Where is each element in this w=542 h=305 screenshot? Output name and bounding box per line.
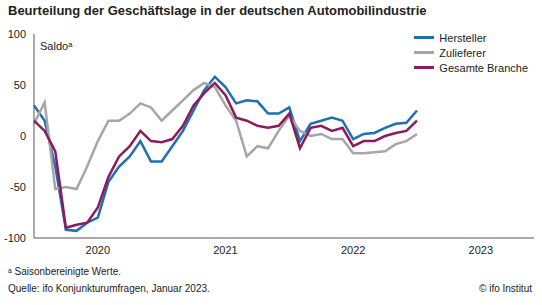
html-text:ᵃ Saisonbereinigte Werte.: ᵃ Saisonbereinigte Werte. — [8, 266, 121, 277]
html-text:Saldoᵃ: Saldoᵃ — [40, 40, 73, 52]
svg-text:2021: 2021 — [213, 244, 237, 256]
svg-text:-100: -100 — [8, 232, 26, 244]
svg-text:2023: 2023 — [469, 244, 493, 256]
svg-text:-50: -50 — [10, 181, 26, 193]
html-text:Beurteilung der Geschäftslage: Beurteilung der Geschäftslage in der deu… — [8, 3, 427, 18]
svg-text:50: 50 — [14, 79, 26, 91]
svg-text:0: 0 — [20, 130, 26, 142]
html-text:Zulieferer: Zulieferer — [439, 46, 486, 59]
svg-text:2020: 2020 — [86, 244, 110, 256]
html-text:Quelle: ifo Konjunkturumfragen: Quelle: ifo Konjunkturumfragen, Januar 2… — [8, 283, 210, 294]
svg-text:100: 100 — [8, 28, 26, 40]
svg-text:2022: 2022 — [341, 244, 365, 256]
html-text:Gesamte Branche: Gesamte Branche — [439, 61, 528, 74]
html-text:Hersteller: Hersteller — [439, 31, 487, 44]
html-text:© ifo Institut: © ifo Institut — [479, 283, 532, 294]
